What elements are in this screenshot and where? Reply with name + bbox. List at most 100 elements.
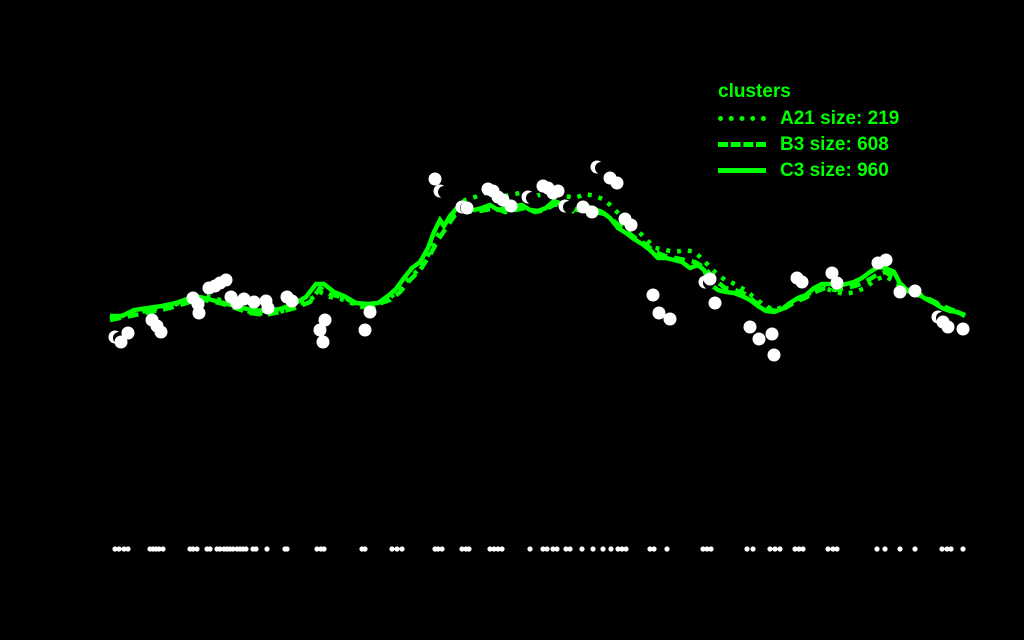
scatter-point-overlap bbox=[563, 201, 575, 213]
rug-dot bbox=[112, 546, 118, 552]
rug-dot bbox=[116, 546, 122, 552]
scatter-point bbox=[703, 272, 717, 286]
legend-entry-label: B3 size: 608 bbox=[780, 133, 889, 155]
rug-dot bbox=[882, 546, 888, 552]
legend-entry-a21: A21 size: 219 bbox=[718, 105, 899, 131]
rug-dot bbox=[623, 546, 629, 552]
scatter-point-overlap bbox=[438, 186, 450, 198]
scatter-point bbox=[192, 306, 206, 320]
rug-dot bbox=[750, 546, 756, 552]
scatter-point bbox=[879, 253, 893, 267]
rug-dot bbox=[554, 546, 560, 552]
scatter-point bbox=[154, 325, 168, 339]
rug-dot bbox=[651, 546, 657, 552]
scatter-point bbox=[460, 201, 474, 215]
rug-dot bbox=[253, 546, 259, 552]
scatter-point bbox=[941, 320, 955, 334]
rug-dot bbox=[912, 546, 918, 552]
scatter-point bbox=[504, 199, 518, 213]
rug-dot bbox=[544, 546, 550, 552]
rug-dot bbox=[897, 546, 903, 552]
scatter-point bbox=[767, 348, 781, 362]
legend-title: clusters bbox=[718, 81, 791, 102]
scatter-point bbox=[237, 292, 251, 306]
scatter-point bbox=[956, 322, 970, 336]
rug-dot bbox=[527, 546, 533, 552]
scatter-point bbox=[765, 327, 779, 341]
rug-dot bbox=[777, 546, 783, 552]
legend: clusters A21 size: 219 B3 size: 608 C3 s… bbox=[718, 82, 899, 183]
scatter-point bbox=[743, 320, 757, 334]
rug-dot bbox=[960, 546, 966, 552]
rug-dot bbox=[800, 546, 806, 552]
legend-entry-label: C3 size: 960 bbox=[780, 159, 889, 181]
rug-dot bbox=[284, 546, 290, 552]
rug-dot bbox=[243, 546, 249, 552]
rug-dot bbox=[495, 546, 501, 552]
rug-dot bbox=[590, 546, 596, 552]
rug-dot bbox=[939, 546, 945, 552]
legend-entry-label: A21 size: 219 bbox=[780, 107, 900, 129]
rug-dot bbox=[664, 546, 670, 552]
rug-dot bbox=[830, 546, 836, 552]
rug-dot bbox=[944, 546, 950, 552]
scatter-point bbox=[285, 294, 299, 308]
scatter-point bbox=[261, 301, 275, 315]
scatter-point bbox=[316, 335, 330, 349]
scatter-point bbox=[358, 323, 372, 337]
rug-dot bbox=[744, 546, 750, 552]
scatter-point bbox=[663, 312, 677, 326]
rug-dot bbox=[608, 546, 614, 552]
rug-dot bbox=[156, 546, 162, 552]
scatter-point bbox=[795, 275, 809, 289]
rug-dot bbox=[550, 546, 556, 552]
dashed-line-swatch-icon bbox=[718, 141, 766, 147]
rug-dot bbox=[874, 546, 880, 552]
rug-dot bbox=[466, 546, 472, 552]
scatter-point bbox=[830, 276, 844, 290]
rug-dot bbox=[230, 546, 236, 552]
scatter-point bbox=[585, 205, 599, 219]
scatter-point bbox=[708, 296, 722, 310]
rug-dot bbox=[321, 546, 327, 552]
scatter-point bbox=[121, 326, 135, 340]
scatter-point bbox=[610, 176, 624, 190]
series-line-a21 bbox=[109, 187, 966, 321]
rug-dot bbox=[160, 546, 166, 552]
scatter-point bbox=[219, 273, 233, 287]
rug-dot bbox=[399, 546, 405, 552]
scatter-point bbox=[652, 306, 666, 320]
scatter-point bbox=[752, 332, 766, 346]
rug-dot bbox=[948, 546, 954, 552]
scatter-point bbox=[247, 295, 261, 309]
rug-dot bbox=[389, 546, 395, 552]
rug-dot bbox=[459, 546, 465, 552]
rug-dot bbox=[600, 546, 606, 552]
scatter-point bbox=[428, 172, 442, 186]
scatter-point bbox=[893, 285, 907, 299]
scatter-point bbox=[318, 313, 332, 327]
solid-line-swatch-icon bbox=[718, 167, 766, 173]
rug-dot bbox=[767, 546, 773, 552]
scatter-point-overlap bbox=[595, 162, 607, 174]
rug-dot bbox=[217, 546, 223, 552]
rug-dot bbox=[567, 546, 573, 552]
rug-dot bbox=[704, 546, 710, 552]
rug-dot bbox=[362, 546, 368, 552]
rug-dot bbox=[834, 546, 840, 552]
rug-dot bbox=[615, 546, 621, 552]
rug-dot bbox=[264, 546, 270, 552]
scatter-point bbox=[313, 323, 327, 337]
rug-dot bbox=[487, 546, 493, 552]
scatter-point bbox=[551, 184, 565, 198]
legend-entry-b3: B3 size: 608 bbox=[718, 131, 899, 157]
rug-dot bbox=[700, 546, 706, 552]
rug-dot bbox=[499, 546, 505, 552]
scatter-point bbox=[825, 266, 839, 280]
rug-dot bbox=[194, 546, 200, 552]
rug-dot bbox=[579, 546, 585, 552]
scatter-point bbox=[363, 305, 377, 319]
rug-dot bbox=[563, 546, 569, 552]
rug-dot bbox=[708, 546, 714, 552]
